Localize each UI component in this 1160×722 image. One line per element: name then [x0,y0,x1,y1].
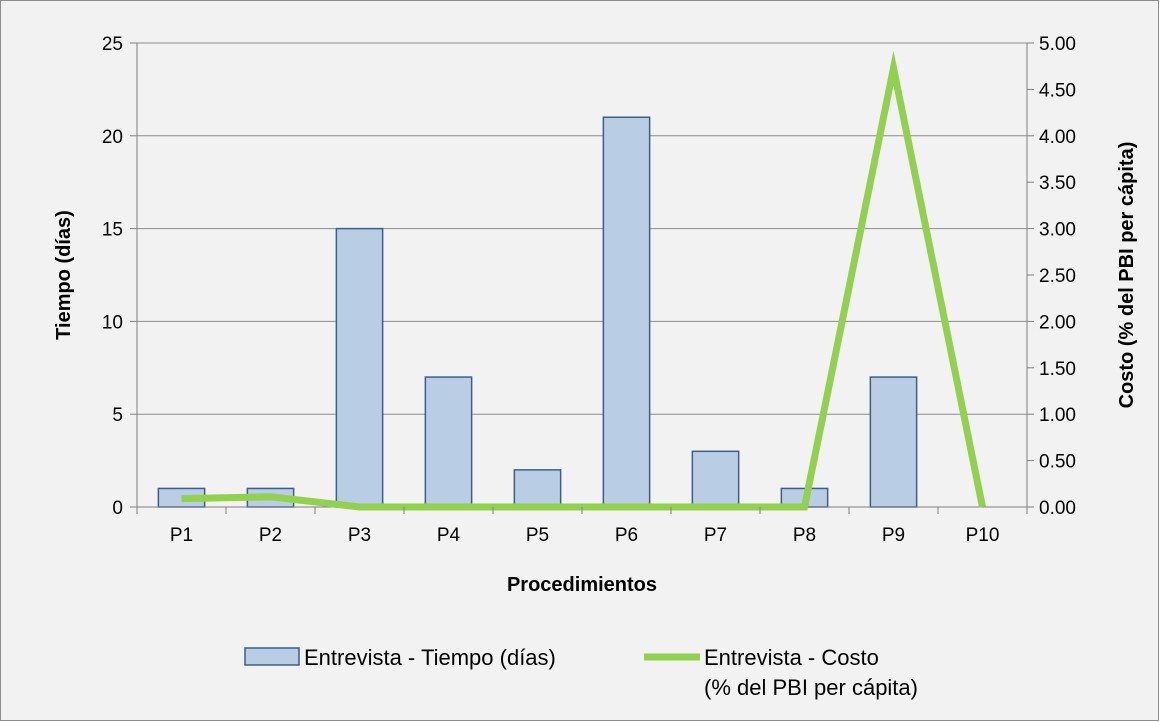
x-tick-label-p10: P10 [966,525,1000,546]
y2-tick-label: 2.50 [1039,266,1076,287]
line-costo [181,50,986,511]
x-tick-label-p2: P2 [259,525,282,546]
legend-label-line-2: (% del PBI per cápita) [704,675,918,700]
legend-label-line-1: Entrevista - Costo [704,645,879,670]
y-axis-title: Tiempo (días) [53,210,75,340]
x-tick-label-p5: P5 [526,525,549,546]
bar-p7 [691,450,740,508]
bar-p9 [869,376,918,508]
y-tick-label: 10 [102,312,123,333]
y2-tick-label: 4.00 [1039,127,1076,148]
y-tick-label: 15 [102,220,123,241]
y2-tick-label: 3.00 [1039,220,1076,241]
y2-tick-label: 0.00 [1039,498,1076,519]
y2-tick-label: 4.50 [1039,80,1076,101]
y2-tick-label: 1.00 [1039,405,1076,426]
x-tick-label-p8: P8 [793,525,816,546]
x-axis-title: Procedimientos [507,574,657,596]
y-tick-label: 0 [112,498,123,519]
y2-tick-label: 1.50 [1039,359,1076,380]
y2-tick-label: 5.00 [1039,34,1076,55]
y2-axis-title: Costo (% del PBI per cápita) [1116,142,1138,409]
x-axis-ticks: P1 P2 P3 P4 P5 P6 P7 P8 P9 P10 [136,507,1028,546]
bar-p3 [335,227,384,508]
legend-swatch-bar [244,647,300,666]
y2-tick-label: 2.00 [1039,312,1076,333]
y2-tick-label: 3.50 [1039,173,1076,194]
gridlines [137,42,1027,415]
x-tick-label-p9: P9 [882,525,905,546]
legend: Entrevista - Tiempo (días) Entrevista - … [244,645,918,700]
y-tick-label: 5 [112,405,123,426]
x-tick-label-p3: P3 [348,525,371,546]
y-tick-label: 25 [102,34,123,55]
x-tick-label-p4: P4 [437,525,461,546]
x-tick-label-p6: P6 [615,525,638,546]
bar-p6 [602,116,651,508]
legend-label-bar: Entrevista - Tiempo (días) [304,645,556,670]
x-tick-label-p1: P1 [170,525,193,546]
left-axis-ticks: 0 5 10 15 20 25 [102,34,137,519]
right-axis-ticks: 0.00 0.50 1.00 1.50 2.00 2.50 3.00 3.50 4.00 4.50… [1027,34,1076,519]
bar-p4 [424,376,473,508]
x-tick-label-p7: P7 [704,525,727,546]
y2-tick-label: 0.50 [1039,452,1076,473]
bar-series [157,116,918,508]
y-tick-label: 20 [102,127,123,148]
bar-p5 [513,469,562,508]
line-series [181,50,986,511]
